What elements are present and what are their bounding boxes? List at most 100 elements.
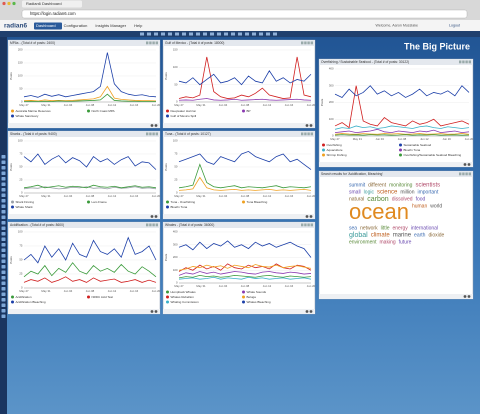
word[interactable]: energy [392, 225, 408, 231]
toolbar-icon[interactable] [161, 32, 165, 36]
word[interactable]: scientists [415, 183, 440, 189]
sidebar-icon[interactable] [1, 232, 6, 236]
toolbar-icon[interactable] [231, 32, 235, 36]
toolbar-icon[interactable] [147, 32, 151, 36]
word[interactable]: natural [349, 196, 364, 202]
widget-control[interactable] [301, 132, 304, 136]
word[interactable]: dissolved [392, 196, 413, 202]
legend-swatch[interactable] [11, 295, 14, 299]
footer-button[interactable] [305, 215, 309, 218]
sidebar-icon[interactable] [1, 215, 6, 220]
word[interactable]: important [417, 189, 438, 195]
widget-control[interactable] [146, 41, 149, 45]
toolbar-icon[interactable] [266, 32, 270, 36]
footer-button[interactable] [467, 163, 471, 166]
sidebar-icon[interactable] [1, 237, 6, 242]
widget-control[interactable] [304, 223, 307, 227]
nav-tab[interactable]: Dashboard [36, 23, 56, 28]
sidebar-icon[interactable] [1, 199, 6, 203]
sidebar-icon[interactable] [1, 221, 6, 225]
legend-swatch[interactable] [87, 200, 90, 204]
sidebar-icon[interactable] [1, 254, 6, 258]
legend-swatch[interactable] [399, 143, 402, 147]
footer-button[interactable] [309, 124, 313, 127]
legend-swatch[interactable] [87, 295, 90, 299]
widget-control[interactable] [307, 223, 310, 227]
sidebar-icon[interactable] [1, 270, 6, 275]
toolbar-icon[interactable] [203, 32, 207, 36]
word[interactable]: million [400, 189, 414, 195]
legend-swatch[interactable] [166, 205, 169, 209]
footer-button[interactable] [150, 310, 154, 313]
widget-control[interactable] [155, 223, 158, 227]
close-button[interactable] [2, 1, 6, 6]
footer-button[interactable] [154, 310, 158, 313]
toolbar-icon[interactable] [259, 32, 263, 36]
widget-control[interactable] [146, 223, 149, 227]
logout[interactable]: Logout [449, 23, 460, 27]
word[interactable]: network [360, 225, 378, 231]
legend-swatch[interactable] [242, 200, 245, 204]
footer-button[interactable] [463, 295, 467, 298]
widget-control[interactable] [149, 223, 152, 227]
word[interactable]: science [377, 190, 398, 196]
word[interactable]: different [368, 182, 387, 188]
widget-control[interactable] [152, 223, 155, 227]
word[interactable]: monitoring [389, 182, 413, 188]
footer-button[interactable] [154, 215, 158, 218]
address-bar[interactable] [21, 9, 468, 19]
toolbar-icon[interactable] [189, 32, 193, 36]
sidebar-icon[interactable] [1, 287, 6, 291]
toolbar-icon[interactable] [252, 32, 256, 36]
footer-button[interactable] [463, 163, 467, 166]
word[interactable]: little [381, 225, 390, 231]
word[interactable]: food [416, 196, 426, 202]
sidebar-icon[interactable] [1, 204, 6, 209]
footer-button[interactable] [467, 295, 471, 298]
footer-button[interactable] [150, 124, 154, 127]
footer-button[interactable] [309, 215, 313, 218]
legend-swatch[interactable] [242, 109, 245, 113]
toolbar-icon[interactable] [140, 32, 144, 36]
widget-control[interactable] [468, 172, 471, 176]
sidebar-icon[interactable] [1, 314, 6, 319]
legend-swatch[interactable] [11, 114, 14, 118]
sidebar-icon[interactable] [1, 155, 6, 159]
word[interactable]: future [399, 239, 412, 245]
logo[interactable]: radian6 [4, 23, 28, 30]
sidebar-icon[interactable] [1, 298, 6, 302]
word[interactable]: earth [414, 232, 426, 238]
word[interactable]: sea [349, 225, 357, 231]
widget-control[interactable] [310, 132, 313, 136]
widget-control[interactable] [468, 60, 471, 64]
nav-tab[interactable]: Help [134, 23, 143, 28]
toolbar-icon[interactable] [175, 32, 179, 36]
toolbar-icon[interactable] [273, 32, 277, 36]
nav-tab[interactable]: Configuration [64, 23, 88, 28]
widget-control[interactable] [459, 172, 462, 176]
legend-swatch[interactable] [322, 153, 325, 157]
legend-swatch[interactable] [11, 300, 14, 304]
widget-control[interactable] [304, 132, 307, 136]
footer-button[interactable] [154, 124, 158, 127]
widget-control[interactable] [152, 132, 155, 136]
zoom-button[interactable] [12, 1, 16, 6]
word[interactable]: carbon [367, 196, 389, 203]
word[interactable]: dioxide [428, 232, 444, 238]
widget-control[interactable] [462, 172, 465, 176]
widget-control[interactable] [459, 60, 462, 64]
nav-tab[interactable]: Insights Manager [95, 23, 126, 28]
sidebar-icon[interactable] [1, 292, 6, 297]
legend-swatch[interactable] [242, 295, 245, 299]
legend-swatch[interactable] [166, 290, 169, 294]
widget-control[interactable] [152, 41, 155, 45]
legend-swatch[interactable] [322, 143, 325, 147]
legend-swatch[interactable] [11, 200, 14, 204]
widget-control[interactable] [307, 41, 310, 45]
word[interactable]: making [380, 239, 396, 245]
sidebar-icon[interactable] [1, 243, 6, 247]
word[interactable]: climate [371, 233, 391, 239]
widget-control[interactable] [465, 172, 468, 176]
toolbar-icon[interactable] [182, 32, 186, 36]
widget-control[interactable] [301, 223, 304, 227]
